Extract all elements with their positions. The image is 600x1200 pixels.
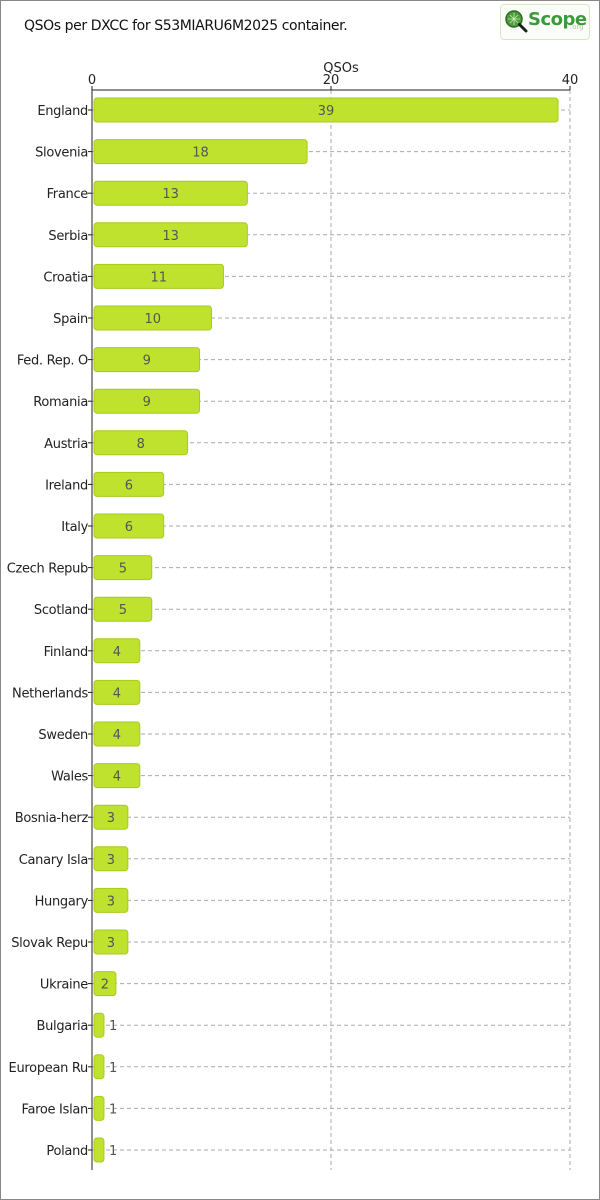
bar-value-label: 1	[109, 1019, 117, 1034]
bar-value-label: 4	[113, 770, 121, 785]
category-label: European Ru	[9, 1061, 89, 1076]
bar-value-label: 4	[113, 645, 121, 660]
bar	[93, 1095, 105, 1121]
bar	[93, 1054, 105, 1080]
x-tick-label: 0	[88, 73, 96, 88]
category-label: Bosnia-herz	[15, 811, 89, 826]
bar	[93, 555, 153, 581]
category-label: Poland	[46, 1144, 88, 1159]
bar	[93, 347, 201, 373]
chart-title: QSOs per DXCC for S53MIARU6M2025 contain…	[24, 18, 348, 34]
logo-wordmark: Scope	[528, 9, 587, 30]
bar	[93, 222, 248, 248]
bar	[93, 471, 165, 497]
bar-value-label: 3	[107, 853, 115, 868]
bar	[93, 721, 141, 747]
bar-value-label: 11	[150, 270, 167, 285]
category-label: Slovak Repu	[11, 936, 88, 951]
category-label: Fed. Rep. O	[17, 354, 88, 369]
bar	[93, 929, 129, 955]
bar	[93, 97, 559, 123]
bar-value-label: 6	[125, 520, 133, 535]
bar-value-label: 3	[107, 936, 115, 951]
category-label: Canary Isla	[19, 853, 88, 868]
bar-value-label: 6	[125, 478, 133, 493]
bar	[93, 638, 141, 664]
bar	[93, 305, 212, 331]
category-label: Croatia	[43, 270, 88, 285]
category-label: Sweden	[38, 728, 88, 743]
logo-suffix: .org	[570, 23, 584, 31]
category-label: Romania	[33, 395, 88, 410]
x-tick-label: 40	[562, 73, 579, 88]
category-label: Bulgaria	[36, 1019, 88, 1034]
bar-value-label: 13	[162, 187, 179, 202]
bar	[93, 596, 153, 622]
bar-value-label: 4	[113, 728, 121, 743]
bar-value-label: 1	[109, 1102, 117, 1117]
bar-value-label: 5	[119, 562, 127, 577]
bar	[93, 1137, 105, 1163]
bar-value-label: 1	[109, 1061, 117, 1076]
bar-value-label: 4	[113, 686, 121, 701]
qscope-logo: Scope .org	[500, 4, 590, 40]
x-axis-title: QSOs	[323, 61, 359, 76]
category-label: Czech Repub	[7, 562, 88, 577]
bar-value-label: 18	[192, 146, 209, 161]
category-label: Spain	[53, 312, 88, 327]
category-label: Austria	[44, 437, 88, 452]
bar	[93, 971, 117, 997]
bar-value-label: 1	[109, 1144, 117, 1159]
category-label: Slovenia	[35, 146, 88, 161]
category-label: Ukraine	[40, 978, 88, 993]
category-label: Hungary	[35, 894, 89, 909]
bar-value-label: 9	[143, 354, 151, 369]
qscope-magnifier-icon	[505, 10, 528, 33]
category-label: Scotland	[34, 603, 88, 618]
bar-value-label: 9	[143, 395, 151, 410]
bar	[93, 887, 129, 913]
bar	[93, 180, 248, 206]
bar	[93, 430, 189, 456]
bar	[93, 846, 129, 872]
category-label: Finland	[44, 645, 88, 660]
bar	[93, 263, 224, 289]
category-label: Serbia	[48, 229, 88, 244]
bar	[93, 139, 308, 165]
bar	[93, 388, 201, 414]
category-label: France	[47, 187, 89, 202]
bar-value-label: 2	[101, 978, 109, 993]
bar-value-label: 3	[107, 894, 115, 909]
bar	[93, 763, 141, 789]
category-label: Wales	[51, 770, 88, 785]
bar-value-label: 39	[318, 104, 335, 119]
bar	[93, 679, 141, 705]
bar-value-label: 10	[144, 312, 161, 327]
bar	[93, 804, 129, 830]
x-tick-label: 20	[323, 73, 340, 88]
category-label: Netherlands	[12, 686, 88, 701]
bar-value-label: 5	[119, 603, 127, 618]
category-label: Ireland	[45, 478, 88, 493]
bar-value-label: 3	[107, 811, 115, 826]
category-label: Italy	[61, 520, 88, 535]
bar	[93, 1012, 105, 1038]
bar	[93, 513, 165, 539]
bar-value-label: 13	[162, 229, 179, 244]
category-label: Faroe Islan	[21, 1102, 88, 1117]
bar-value-label: 8	[137, 437, 145, 452]
category-label: England	[37, 104, 88, 119]
